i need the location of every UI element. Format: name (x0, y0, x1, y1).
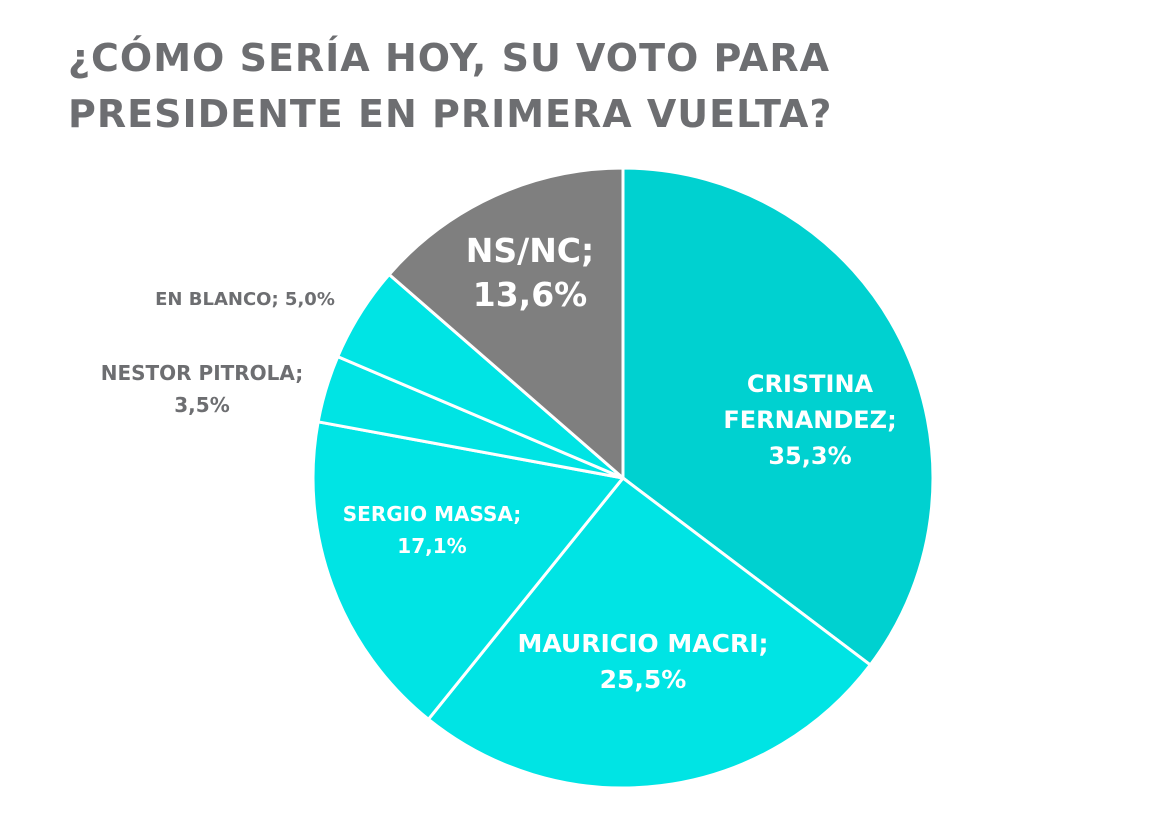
slice-label-line: NESTOR PITROLA; (101, 361, 304, 385)
slice-label-line: 13,6% (473, 275, 588, 314)
slice-label-line: NS/NC; (466, 231, 594, 270)
slice-label-ns-nc: NS/NC; 13,6% (466, 231, 594, 314)
slice-label-en-blanco: EN BLANCO; 5,0% (155, 289, 335, 310)
pie-slice-mauricio-macri (426, 476, 872, 790)
slice-label-line: FERNANDEZ; (723, 406, 896, 434)
slice-label-sergio-massa: SERGIO MASSA; 17,1% (343, 502, 521, 558)
slice-label-line: SERGIO MASSA; (343, 502, 521, 526)
pie-slices (311, 166, 935, 790)
slice-label-cristina-fernandez: CRISTINA FERNANDEZ; 35,3% (723, 370, 896, 470)
slice-label-mauricio-macri: MAURICIO MACRI; 25,5% (517, 629, 768, 694)
slice-label-line: 3,5% (174, 393, 229, 417)
chart-title: ¿CÓMO SERÍA HOY, SU VOTO PARA PRESIDENTE… (68, 30, 1068, 142)
pie-slice-cristina-fernandez (621, 166, 935, 667)
slice-label-line: CRISTINA (747, 370, 874, 398)
chart-title-line-2: PRESIDENTE EN PRIMERA VUELTA? (68, 92, 833, 136)
pie-slice-ns-nc (387, 166, 625, 480)
slice-label-nestor-pitrola: NESTOR PITROLA; 3,5% (101, 361, 304, 417)
pie-labels: CRISTINA FERNANDEZ; 35,3% MAURICIO MACRI; 25… (101, 231, 897, 694)
slice-label-line: EN BLANCO; 5,0% (155, 289, 335, 310)
slice-label-line: MAURICIO MACRI; (517, 629, 768, 658)
slice-label-line: 25,5% (600, 665, 687, 694)
slice-label-line: 35,3% (768, 442, 851, 470)
pie-slice-sergio-massa (311, 420, 625, 721)
chart-title-line-1: ¿CÓMO SERÍA HOY, SU VOTO PARA (68, 36, 830, 80)
slice-label-line: 17,1% (397, 534, 466, 558)
